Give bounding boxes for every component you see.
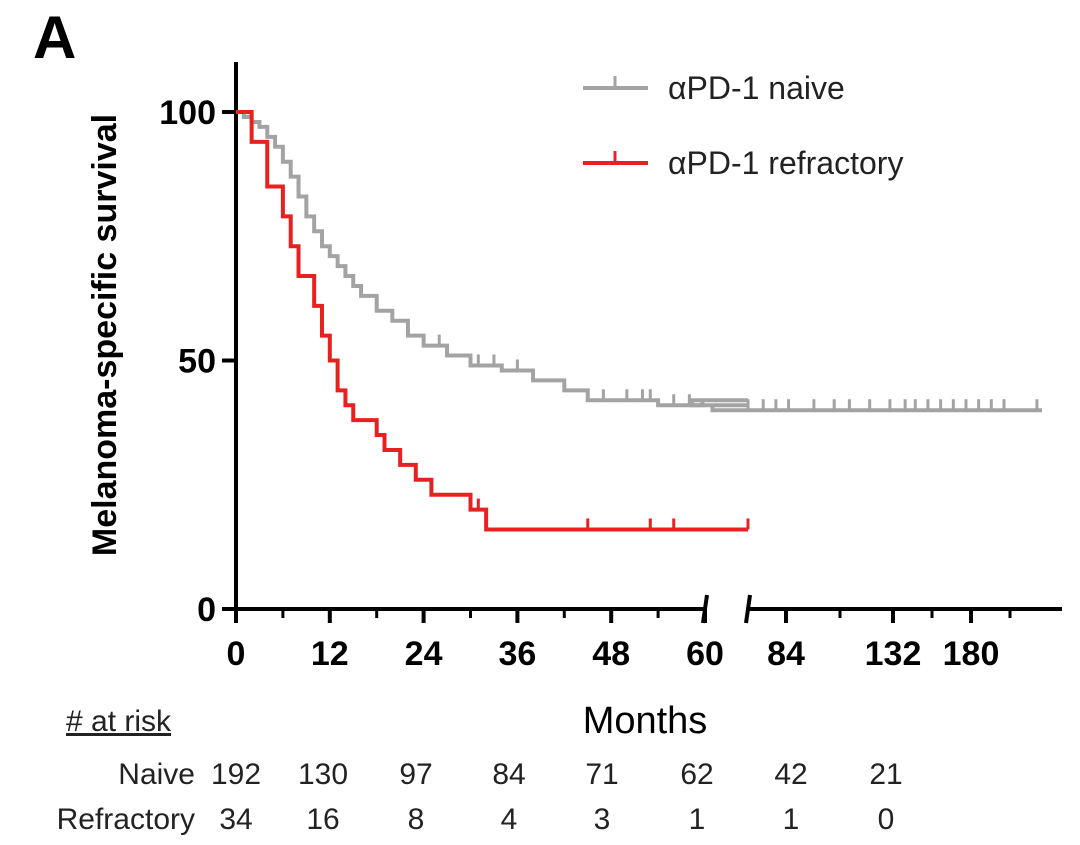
refractory-curve-segment: [236, 110, 705, 532]
at-risk-count: 97: [399, 758, 432, 791]
at-risk-count: 130: [298, 758, 348, 791]
y-tick-label: 50: [178, 343, 216, 381]
at-risk-count: 3: [594, 803, 611, 836]
at-risk-count: 0: [878, 803, 895, 836]
at-risk-count: 192: [211, 758, 261, 791]
x-tick-label: 132: [865, 635, 922, 673]
x-tick-label: 60: [686, 635, 724, 673]
y-tick-label: 0: [197, 591, 216, 629]
naive-curve-segment: [236, 110, 705, 408]
x-axis-title: Months: [583, 700, 708, 742]
x-tick-label: 12: [311, 635, 349, 673]
at-risk-count: 84: [492, 758, 525, 791]
x-tick-label: 84: [767, 635, 805, 673]
naive-curve-segment: [690, 398, 1042, 413]
at-risk-count: 8: [408, 803, 425, 836]
y-tick-label: 100: [159, 94, 216, 132]
at-risk-count: 4: [501, 803, 518, 836]
at-risk-row-label: Naive: [118, 758, 195, 791]
survival-curves: [236, 110, 1042, 532]
at-risk-count: 62: [680, 758, 713, 791]
at-risk-count: 16: [306, 803, 339, 836]
at-risk-count: 34: [219, 803, 252, 836]
at-risk-count: 71: [585, 758, 618, 791]
at-risk-count: 21: [869, 758, 902, 791]
at-risk-count: 1: [689, 803, 706, 836]
axis-break-mark-right: [744, 594, 752, 624]
naive-series: [236, 110, 1042, 413]
x-tick-label: 48: [592, 635, 630, 673]
at-risk-header: # at risk: [66, 705, 172, 738]
legend-label-refractory: αPD-1 refractory: [668, 145, 903, 181]
at-risk-count: 42: [774, 758, 807, 791]
x-tick-label: 180: [943, 635, 1000, 673]
legend-label-naive: αPD-1 naive: [668, 70, 845, 106]
at-risk-count: 1: [783, 803, 800, 836]
axes: 0 50 100 0 12 24 36 48 60 84 132 180 Melanoma-specif…: [86, 62, 1062, 742]
y-axis-title: Melanoma-specific survival: [86, 114, 124, 556]
legend: αPD-1 naive αPD-1 refractory: [583, 70, 903, 181]
panel-label: A: [33, 4, 76, 71]
x-tick-label: 36: [498, 635, 536, 673]
x-tick-label: 0: [227, 635, 246, 673]
at-risk-row-label: Refractory: [57, 803, 195, 836]
x-tick-label: 24: [405, 635, 443, 673]
refractory-series: [236, 110, 750, 532]
